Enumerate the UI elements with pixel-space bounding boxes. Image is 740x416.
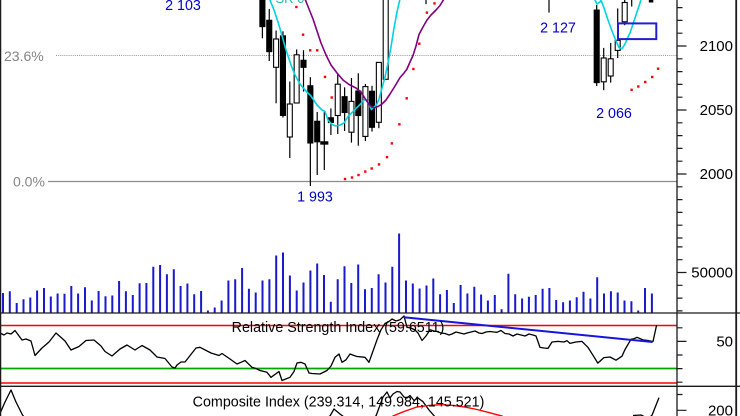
svg-text:200: 200 <box>708 403 733 416</box>
svg-text:2050: 2050 <box>700 102 733 119</box>
svg-text:SR 0: SR 0 <box>276 0 305 6</box>
svg-text:0.0%: 0.0% <box>13 174 45 190</box>
svg-text:2100: 2100 <box>700 38 733 55</box>
svg-text:50000: 50000 <box>691 265 733 282</box>
svg-text:50: 50 <box>716 334 733 351</box>
svg-text:2000: 2000 <box>700 166 733 183</box>
svg-text:Relative Strength Index (59.65: Relative Strength Index (59.6511) <box>232 320 445 336</box>
svg-text:1 993: 1 993 <box>297 190 333 206</box>
svg-text:2 103: 2 103 <box>165 0 201 14</box>
svg-text:2 127: 2 127 <box>540 20 576 36</box>
svg-text:Composite Index (239.314, 149.: Composite Index (239.314, 149.984, 145.5… <box>193 394 485 410</box>
svg-text:2 066: 2 066 <box>596 106 632 122</box>
svg-text:23.6%: 23.6% <box>4 48 44 64</box>
